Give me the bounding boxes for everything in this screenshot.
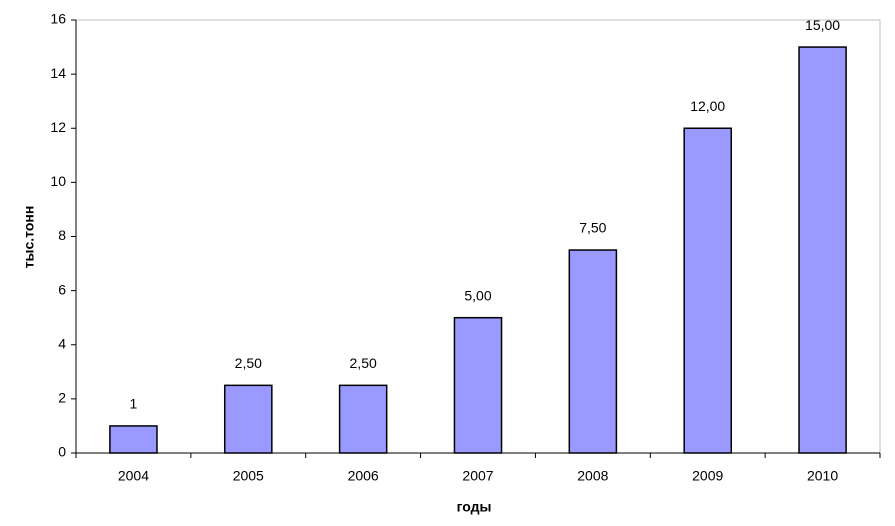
y-tick-label: 0 [58, 444, 66, 460]
bar [453, 316, 503, 454]
value-label: 2,50 [350, 355, 377, 371]
y-tick-label: 4 [58, 335, 66, 351]
x-axis-title: годы [457, 499, 492, 515]
bar [223, 384, 273, 454]
x-tick-label: 2010 [807, 468, 838, 484]
value-label: 2,50 [235, 355, 262, 371]
value-label: 7,50 [579, 220, 606, 236]
value-label: 12,00 [690, 98, 725, 114]
value-label: 15,00 [805, 17, 840, 33]
x-tick-label: 2009 [692, 468, 723, 484]
x-tick-label: 2005 [233, 468, 264, 484]
y-tick-label: 8 [58, 227, 66, 243]
y-tick-label: 14 [50, 65, 66, 81]
x-tick-label: 2004 [118, 468, 149, 484]
x-tick-label: 2006 [348, 468, 379, 484]
bar [109, 425, 158, 454]
bar [683, 127, 733, 454]
y-axis-title: тыс.тонн [21, 206, 37, 269]
x-tick-label: 2007 [462, 468, 493, 484]
value-label: 5,00 [464, 287, 491, 303]
bar [798, 46, 847, 454]
x-tick-label: 2008 [577, 468, 608, 484]
y-tick-label: 10 [50, 173, 66, 189]
y-tick-label: 16 [50, 11, 66, 27]
value-label: 1 [130, 396, 138, 412]
y-tick-label: 12 [50, 119, 66, 135]
y-tick-label: 2 [58, 390, 66, 406]
bar [568, 249, 618, 454]
bar [338, 384, 388, 454]
y-tick-label: 6 [58, 281, 66, 297]
